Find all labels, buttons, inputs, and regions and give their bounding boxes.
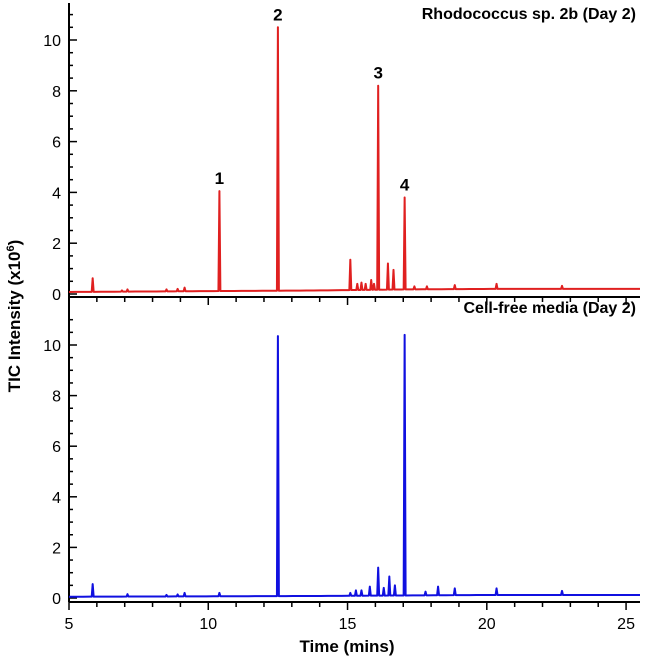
peak-point — [426, 285, 428, 288]
peak-point — [369, 585, 371, 588]
peak-point — [165, 288, 168, 291]
peak-point — [364, 283, 367, 285]
y-tick-label: 6 — [52, 439, 61, 456]
peak-point — [495, 283, 498, 285]
peak-point — [126, 288, 129, 291]
peak-number-label: 4 — [400, 175, 410, 194]
peak-point — [453, 587, 456, 590]
x-tick-label: 10 — [199, 616, 217, 633]
peak-point — [453, 284, 456, 286]
peak-point — [495, 587, 498, 590]
chromatogram-trace — [68, 26, 641, 293]
peak-point — [403, 196, 406, 199]
y-axis-title-main: TIC Intensity (x10 — [5, 252, 24, 393]
peak-point — [437, 585, 439, 588]
y-tick-label: 2 — [52, 540, 61, 557]
y-tick-label: 10 — [43, 33, 61, 50]
peak-point — [373, 283, 375, 285]
peak-point — [176, 593, 179, 596]
peak-point — [218, 592, 221, 594]
peak-point — [377, 84, 379, 87]
peak-point — [360, 281, 363, 284]
panel-bottom: 0 2 4 6 8 10 5 10 15 20 25 Cell-free media (Day 2) — [43, 297, 641, 633]
y-tick-label: 8 — [52, 389, 61, 406]
y-tick-label: 10 — [43, 338, 61, 355]
peak-point — [413, 285, 416, 288]
peak-point — [349, 592, 352, 594]
peak-point — [121, 289, 123, 292]
peak-point — [91, 277, 94, 280]
y-axis-title-close: ) — [5, 240, 24, 246]
peak-number-label: 3 — [373, 64, 382, 83]
peak-point — [360, 589, 363, 592]
x-tick-label: 20 — [478, 616, 496, 633]
peak-point — [403, 334, 406, 336]
peak-point — [388, 575, 391, 578]
peak-point — [382, 587, 385, 589]
y-tick-label: 4 — [52, 490, 61, 507]
peak-point — [218, 190, 221, 192]
peak-point — [355, 589, 357, 592]
y-tick-label: 6 — [52, 135, 61, 152]
panel-title: Rhodococcus sp. 2b (Day 2) — [422, 6, 636, 23]
y-axis-title-exponent: 6 — [5, 245, 17, 251]
peak-point — [561, 285, 563, 287]
peak-point — [277, 26, 279, 29]
peak-point — [561, 590, 563, 592]
x-tick-label: 25 — [617, 616, 635, 633]
peak-point — [176, 288, 179, 290]
peak-point — [377, 566, 379, 569]
y-tick-label: 2 — [52, 236, 61, 253]
chromatogram-trace — [68, 333, 641, 598]
peak-point — [394, 584, 396, 587]
peak-point — [349, 258, 352, 261]
peak-number-label: 1 — [215, 169, 224, 188]
panel-top: 0 2 4 6 8 10 Rhodococcus sp. 2b (Day 2) 1 2 3 4 — [43, 3, 641, 305]
y-axis-title: TIC Intensity (x106) — [5, 240, 24, 393]
x-tick-label: 5 — [65, 616, 74, 633]
y-tick-label: 0 — [52, 591, 61, 608]
peak-point — [126, 593, 129, 596]
y-tick-label: 0 — [52, 287, 61, 304]
peak-point — [392, 269, 395, 271]
peak-point — [387, 262, 389, 265]
peak-point — [165, 594, 168, 596]
y-tick-label: 8 — [52, 84, 61, 101]
peak-point — [370, 279, 373, 281]
peak-point — [277, 335, 279, 337]
peak-point — [183, 286, 186, 289]
peak-point — [356, 283, 359, 285]
peak-point — [91, 583, 94, 585]
peak-number-label: 2 — [273, 5, 282, 24]
peak-point — [183, 592, 186, 594]
x-axis-title: Time (mins) — [299, 637, 394, 656]
y-tick-label: 4 — [52, 185, 61, 202]
peak-point — [424, 590, 427, 593]
panel-title: Cell-free media (Day 2) — [463, 300, 636, 317]
x-tick-label: 15 — [339, 616, 357, 633]
